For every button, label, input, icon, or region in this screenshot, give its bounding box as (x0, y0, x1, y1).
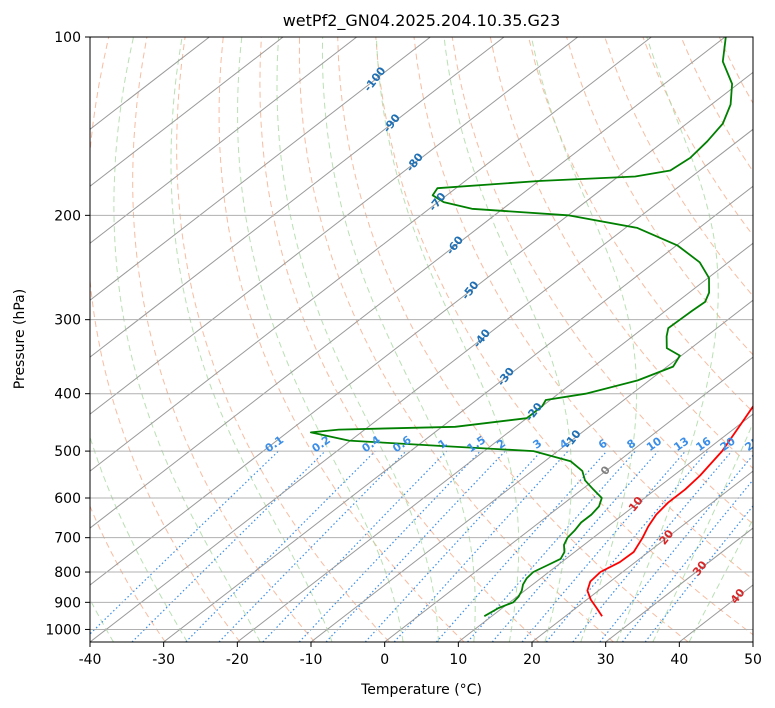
dry-adiabat-line (132, 37, 316, 642)
dry-adiabat-line (259, 37, 540, 642)
moist-adiabat-line (276, 37, 439, 642)
dry-adiabat-line (298, 37, 614, 642)
mixing-ratio-line (185, 450, 376, 642)
isotherm-line (90, 37, 284, 187)
y-tick-label: 800 (54, 565, 81, 581)
dry-adiabat-line (337, 37, 689, 642)
y-tick-label: 200 (54, 208, 81, 224)
mixing-ratio-line (467, 450, 636, 642)
isotherm-line (90, 71, 753, 586)
y-tick-label: 700 (54, 531, 81, 547)
y-tick-label: 900 (54, 595, 81, 611)
x-tick-label: 0 (380, 652, 389, 668)
mixing-ratio-line (262, 450, 448, 642)
isotherm-line (90, 37, 579, 415)
moist-adiabat-line (237, 37, 404, 642)
isotherm-line (605, 527, 753, 642)
isotherm-line (90, 37, 431, 301)
mixing-ratio-line (131, 450, 326, 642)
isotherm-line (90, 128, 753, 642)
dry-adiabat-line (413, 37, 753, 581)
dry-adiabat-line (489, 37, 753, 469)
moist-adiabat-line (113, 37, 261, 642)
moist-adiabat-line (443, 37, 572, 642)
isotherm-line (384, 356, 753, 642)
mixing-ratio-line (572, 450, 733, 642)
dry-adiabat-line (451, 37, 753, 525)
moist-adiabat-line (616, 37, 719, 642)
x-tick-label: 50 (744, 652, 762, 668)
y-tick-label: 300 (54, 313, 81, 329)
mixing-ratio-label: 25 (742, 435, 762, 454)
y-tick-label: 600 (54, 491, 81, 507)
mixing-ratio-line (393, 450, 569, 642)
x-tick-label: -40 (79, 652, 102, 668)
plot-frame (89, 36, 754, 643)
background-lines (90, 37, 753, 642)
y-axis-label: Pressure (hPa) (12, 289, 28, 389)
isotherm-line (310, 299, 753, 642)
temperature-series-line (586, 404, 753, 617)
mixing-ratio-line (364, 450, 542, 642)
x-tick-label: -10 (300, 652, 323, 668)
mixing-ratio-line (435, 450, 608, 642)
isotherm-line (531, 470, 753, 642)
dewpoint-series-line (310, 37, 733, 617)
mixing-ratio-line (218, 450, 407, 642)
isotherm-line (237, 242, 753, 642)
mixing-ratio-line (298, 450, 481, 642)
dry-adiabat-line (218, 37, 465, 642)
y-tick-label: 400 (54, 387, 81, 403)
mixing-ratio-line (325, 450, 506, 642)
isotherm-line (163, 185, 753, 642)
dry-adiabat-line (90, 504, 166, 642)
isotherm-line (90, 37, 726, 529)
x-tick-label: 20 (523, 652, 541, 668)
isotherm-line (458, 413, 753, 642)
mixing-ratio-line (545, 450, 709, 642)
y-tick-label: 100 (54, 30, 81, 46)
x-tick-label: 40 (670, 652, 688, 668)
chart-title: wetPf2_GN04.2025.204.10.35.G23 (283, 11, 561, 31)
moist-adiabat-line (90, 37, 188, 642)
isotherm-line (90, 37, 358, 244)
x-axis-label: Temperature (°C) (360, 682, 482, 698)
x-tick-label: 30 (597, 652, 615, 668)
profile-series (310, 37, 753, 617)
mixing-ratio-line (599, 454, 753, 642)
isotherm-line (90, 37, 652, 472)
moist-adiabat-line (321, 37, 476, 642)
y-tick-label: 1000 (45, 622, 81, 638)
moist-adiabat-line (170, 37, 333, 642)
x-tick-label: -20 (226, 652, 249, 668)
x-tick-label: 10 (449, 652, 467, 668)
dry-adiabat-line (90, 37, 241, 642)
mixing-ratio-line (621, 479, 753, 642)
x-axis: -40 -30 -20 -10 0 10 20 30 40 50 (79, 642, 762, 668)
y-axis: 100 200 300 400 500 600 700 800 900 1000 (45, 30, 90, 638)
y-tick-label: 500 (54, 444, 81, 460)
x-tick-label: -30 (152, 652, 175, 668)
dry-adiabat-line (176, 37, 390, 642)
isotherm-line (90, 37, 505, 358)
moist-adiabat-line (652, 421, 753, 642)
